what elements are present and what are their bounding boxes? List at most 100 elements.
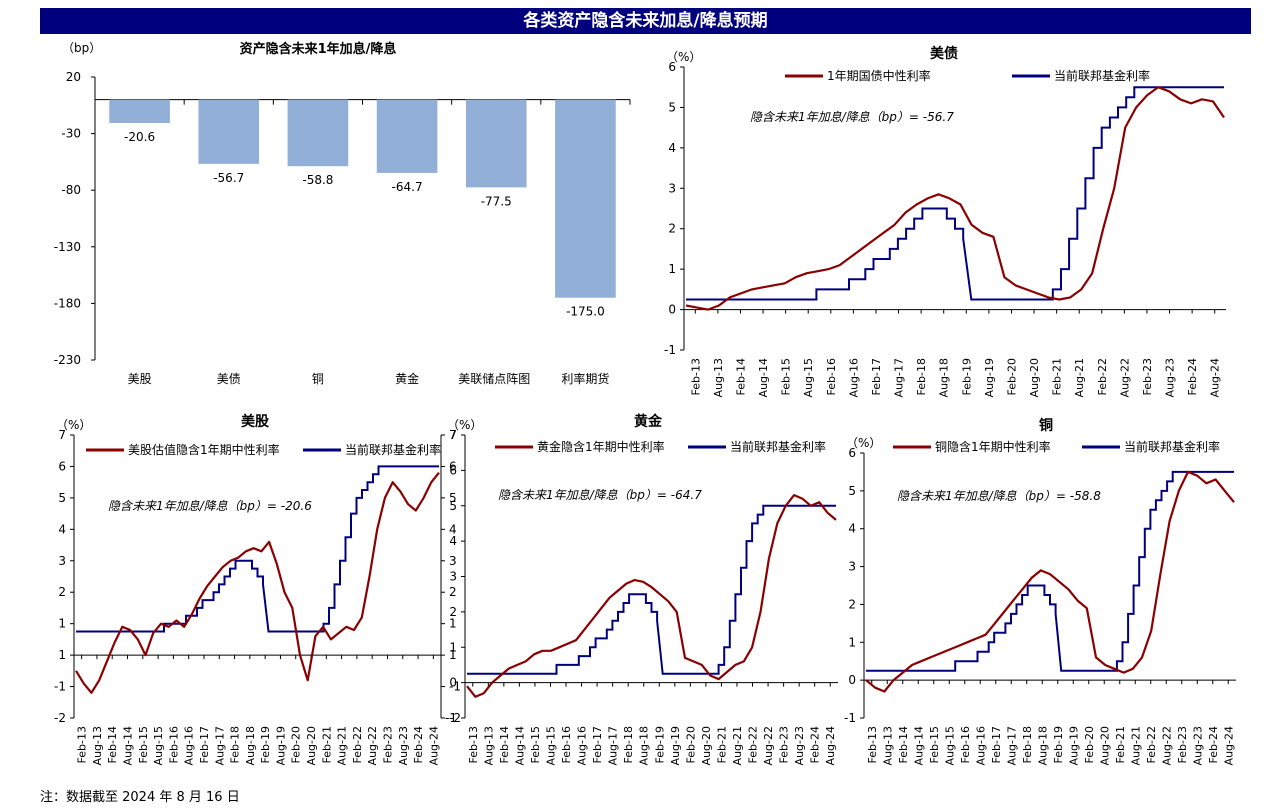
bar <box>109 99 170 123</box>
y-tick-label: -1 <box>844 711 856 725</box>
y-tick-label: 5 <box>848 484 856 498</box>
x-tick-label: Feb-23 <box>381 726 394 763</box>
legend-label-fed: 当前联邦基金利率 <box>345 442 441 457</box>
x-tick-label: Feb-18 <box>622 726 635 763</box>
y-tick-label-right: 3 <box>449 554 457 568</box>
x-tick-label: Feb-20 <box>1083 726 1096 763</box>
bar <box>555 99 616 298</box>
y-tick-label: -130 <box>54 240 81 254</box>
y-tick-label: -180 <box>54 296 81 310</box>
y-tick-label-right: -2 <box>449 711 461 725</box>
x-tick-label: Feb-15 <box>780 358 793 395</box>
x-category-label: 美联储点阵图 <box>458 371 530 386</box>
x-tick-label: Feb-14 <box>897 726 910 763</box>
x-tick-label: Aug-22 <box>762 726 775 765</box>
chart-title: 铜 <box>1039 417 1053 434</box>
x-tick-label: Feb-24 <box>1186 358 1199 395</box>
x-tick-label: Aug-15 <box>544 726 557 765</box>
x-tick-label: Feb-19 <box>259 726 272 763</box>
x-tick-label: Aug-15 <box>802 358 815 397</box>
x-tick-label: Feb-21 <box>1051 358 1064 395</box>
y-tick-label: 6 <box>449 463 457 477</box>
y-tick-label: 1 <box>58 617 66 631</box>
x-tick-label: Aug-16 <box>576 726 589 765</box>
fed-funds-line <box>686 86 1224 301</box>
y-tick-label: 4 <box>449 534 457 548</box>
x-tick-label: Feb-23 <box>1141 358 1154 395</box>
implied-rate-line <box>685 86 1225 311</box>
x-tick-label: Aug-21 <box>1073 358 1086 397</box>
y-tick-label: 2 <box>668 222 676 236</box>
y-tick-label: 2 <box>58 585 66 599</box>
x-tick-label: Feb-22 <box>1145 726 1158 763</box>
y-tick-label: 3 <box>449 570 457 584</box>
x-tick-label: Aug-22 <box>1118 358 1131 397</box>
x-tick-label: Feb-22 <box>747 726 760 763</box>
chart-unit: （%） <box>56 418 91 432</box>
y-tick-label: -230 <box>54 353 81 367</box>
x-tick-label: Feb-22 <box>351 726 364 763</box>
x-tick-label: Aug-20 <box>700 726 713 765</box>
x-tick-label: Feb-16 <box>560 726 573 763</box>
x-tick-label: Feb-24 <box>809 726 822 763</box>
bar <box>287 99 349 167</box>
x-tick-label: Aug-19 <box>274 726 287 765</box>
bar-value-label: -58.8 <box>302 173 333 187</box>
y-tick-label: 2 <box>449 605 457 619</box>
x-tick-label: Feb-15 <box>137 726 150 763</box>
bar-value-label: -64.7 <box>392 180 423 194</box>
y-tick-label: 5 <box>58 491 66 505</box>
x-tick-label: Aug-20 <box>1098 726 1111 765</box>
y-tick-label: 3 <box>58 554 66 568</box>
x-tick-label: Aug-23 <box>397 726 410 765</box>
y-tick-label-right: 4 <box>449 522 457 536</box>
fed-funds-line <box>467 504 836 675</box>
y-tick-label: 0 <box>848 673 856 687</box>
x-tick-label: Aug-18 <box>938 358 951 397</box>
x-tick-label: Feb-20 <box>290 726 303 763</box>
x-tick-label: Aug-14 <box>912 726 925 765</box>
x-tick-label: Feb-13 <box>689 358 702 395</box>
x-tick-label: Aug-13 <box>482 726 495 765</box>
legend-label-implied: 美股估值隐含1年期中性利率 <box>128 442 280 457</box>
x-tick-label: Feb-20 <box>1005 358 1018 395</box>
x-tick-label: Feb-19 <box>653 726 666 763</box>
x-tick-label: Feb-15 <box>529 726 542 763</box>
legend-label-fed: 当前联邦基金利率 <box>1124 439 1220 454</box>
x-tick-label: Feb-14 <box>498 726 511 763</box>
x-tick-label: Feb-16 <box>825 358 838 395</box>
x-tick-label: Aug-22 <box>1160 726 1173 765</box>
chart-unit: （%） <box>846 436 881 450</box>
bar-chart-unit: （bp） <box>62 41 101 55</box>
y-tick-label: 3 <box>848 560 856 574</box>
y-tick-label: 4 <box>668 141 676 155</box>
fed-funds-line <box>76 465 439 633</box>
x-tick-label: Feb-19 <box>1052 726 1065 763</box>
x-tick-label: Feb-17 <box>990 726 1003 763</box>
fed-funds-line <box>866 470 1234 672</box>
y-tick-label: 1 <box>848 635 856 649</box>
x-tick-label: Feb-18 <box>1021 726 1034 763</box>
y-tick-label: 4 <box>848 522 856 536</box>
chart-title: 美债 <box>930 45 958 62</box>
annotation: 隐含未来1年加息/降息（bp）= -56.7 <box>750 110 954 124</box>
y-tick-label: 7 <box>449 428 457 442</box>
y-tick-label: -1 <box>664 343 676 357</box>
x-tick-label: Feb-17 <box>870 358 883 395</box>
y-tick-label: 1 <box>668 262 676 276</box>
x-tick-label: Aug-21 <box>1129 726 1142 765</box>
x-tick-label: Aug-18 <box>244 726 257 765</box>
y-tick-label: 6 <box>848 446 856 460</box>
implied-rate-line <box>75 472 440 694</box>
x-tick-label: Feb-14 <box>106 726 119 763</box>
x-tick-label: Feb-24 <box>1207 726 1220 763</box>
y-tick-label: 6 <box>58 459 66 473</box>
x-tick-label: Feb-23 <box>1176 726 1189 763</box>
footnote: 注：数据截至 2024 年 8 月 16 日 <box>40 790 240 805</box>
x-category-label: 铜 <box>312 371 324 386</box>
x-tick-label: Aug-24 <box>1222 726 1235 765</box>
bar-chart-title: 资产隐含未来1年加息/降息 <box>240 41 397 57</box>
